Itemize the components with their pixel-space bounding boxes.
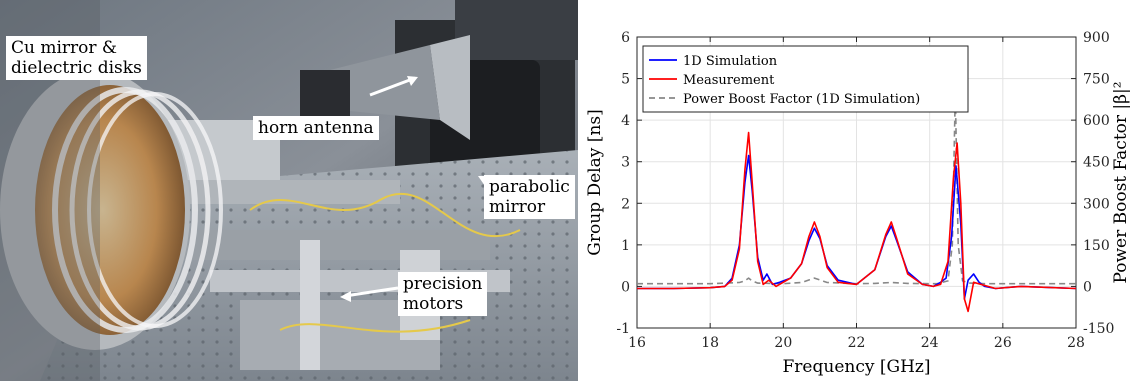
- x-axis-label: Frequency [GHz]: [783, 357, 931, 377]
- legend-box: [642, 45, 969, 113]
- x-tick-label: 22: [848, 335, 866, 351]
- group-delay-chart: 16 18 20 22 24 26 28 -1 0 1 2 3 4 5 6 -150 0 150 300 450 600…: [578, 0, 1137, 381]
- legend-label: Power Boost Factor (1D Simulation): [683, 92, 920, 107]
- y-tick-label: 1: [621, 238, 630, 254]
- y-tick-label: 3: [621, 155, 630, 171]
- x-tick-label: 28: [1067, 335, 1085, 351]
- y-tick-label: -1: [616, 321, 630, 337]
- experimental-setup-photo: Cu mirror & dielectric disks horn antenn…: [0, 0, 578, 381]
- photo-image: [0, 0, 578, 381]
- y2-tick-label: 450: [1083, 155, 1110, 171]
- x-tick-label: 20: [774, 335, 792, 351]
- label-cu-mirror-dielectric-disks: Cu mirror & dielectric disks: [6, 36, 147, 80]
- chart-svg: 16 18 20 22 24 26 28 -1 0 1 2 3 4 5 6 -150 0 150 300 450 600…: [585, 30, 1131, 377]
- y-tick-label: 4: [621, 113, 630, 129]
- y-tick-label: 2: [621, 196, 630, 212]
- y-axis-label: Group Delay [ns]: [585, 109, 605, 255]
- y2-tick-label: 750: [1083, 72, 1110, 88]
- y2-tick-label: 900: [1083, 30, 1110, 46]
- x-tick-label: 18: [701, 335, 719, 351]
- y-tick-label: 0: [621, 279, 630, 295]
- label-horn-antenna: horn antenna: [253, 116, 379, 140]
- y-tick-label: 6: [621, 30, 630, 46]
- label-precision-motors: precision motors: [398, 272, 488, 316]
- label-parabolic-mirror: parabolic mirror: [484, 175, 575, 219]
- y2-tick-label: 300: [1083, 196, 1110, 212]
- y-tick-label: 5: [621, 72, 630, 88]
- x-tick-label: 16: [628, 335, 646, 351]
- legend-label: 1D Simulation: [683, 54, 778, 69]
- y2-tick-label: 600: [1083, 113, 1110, 129]
- y2-axis-label: Power Boost Factor |β|²: [1111, 81, 1131, 283]
- y2-tick-label: 150: [1083, 238, 1110, 254]
- legend-label: Measurement: [683, 73, 775, 88]
- x-tick-label: 24: [921, 335, 939, 351]
- y2-tick-label: -150: [1083, 321, 1114, 337]
- series-line-2: [637, 91, 1076, 285]
- series-line-1: [637, 131, 1077, 313]
- y2-tick-label: 0: [1083, 279, 1092, 295]
- x-tick-label: 26: [994, 335, 1012, 351]
